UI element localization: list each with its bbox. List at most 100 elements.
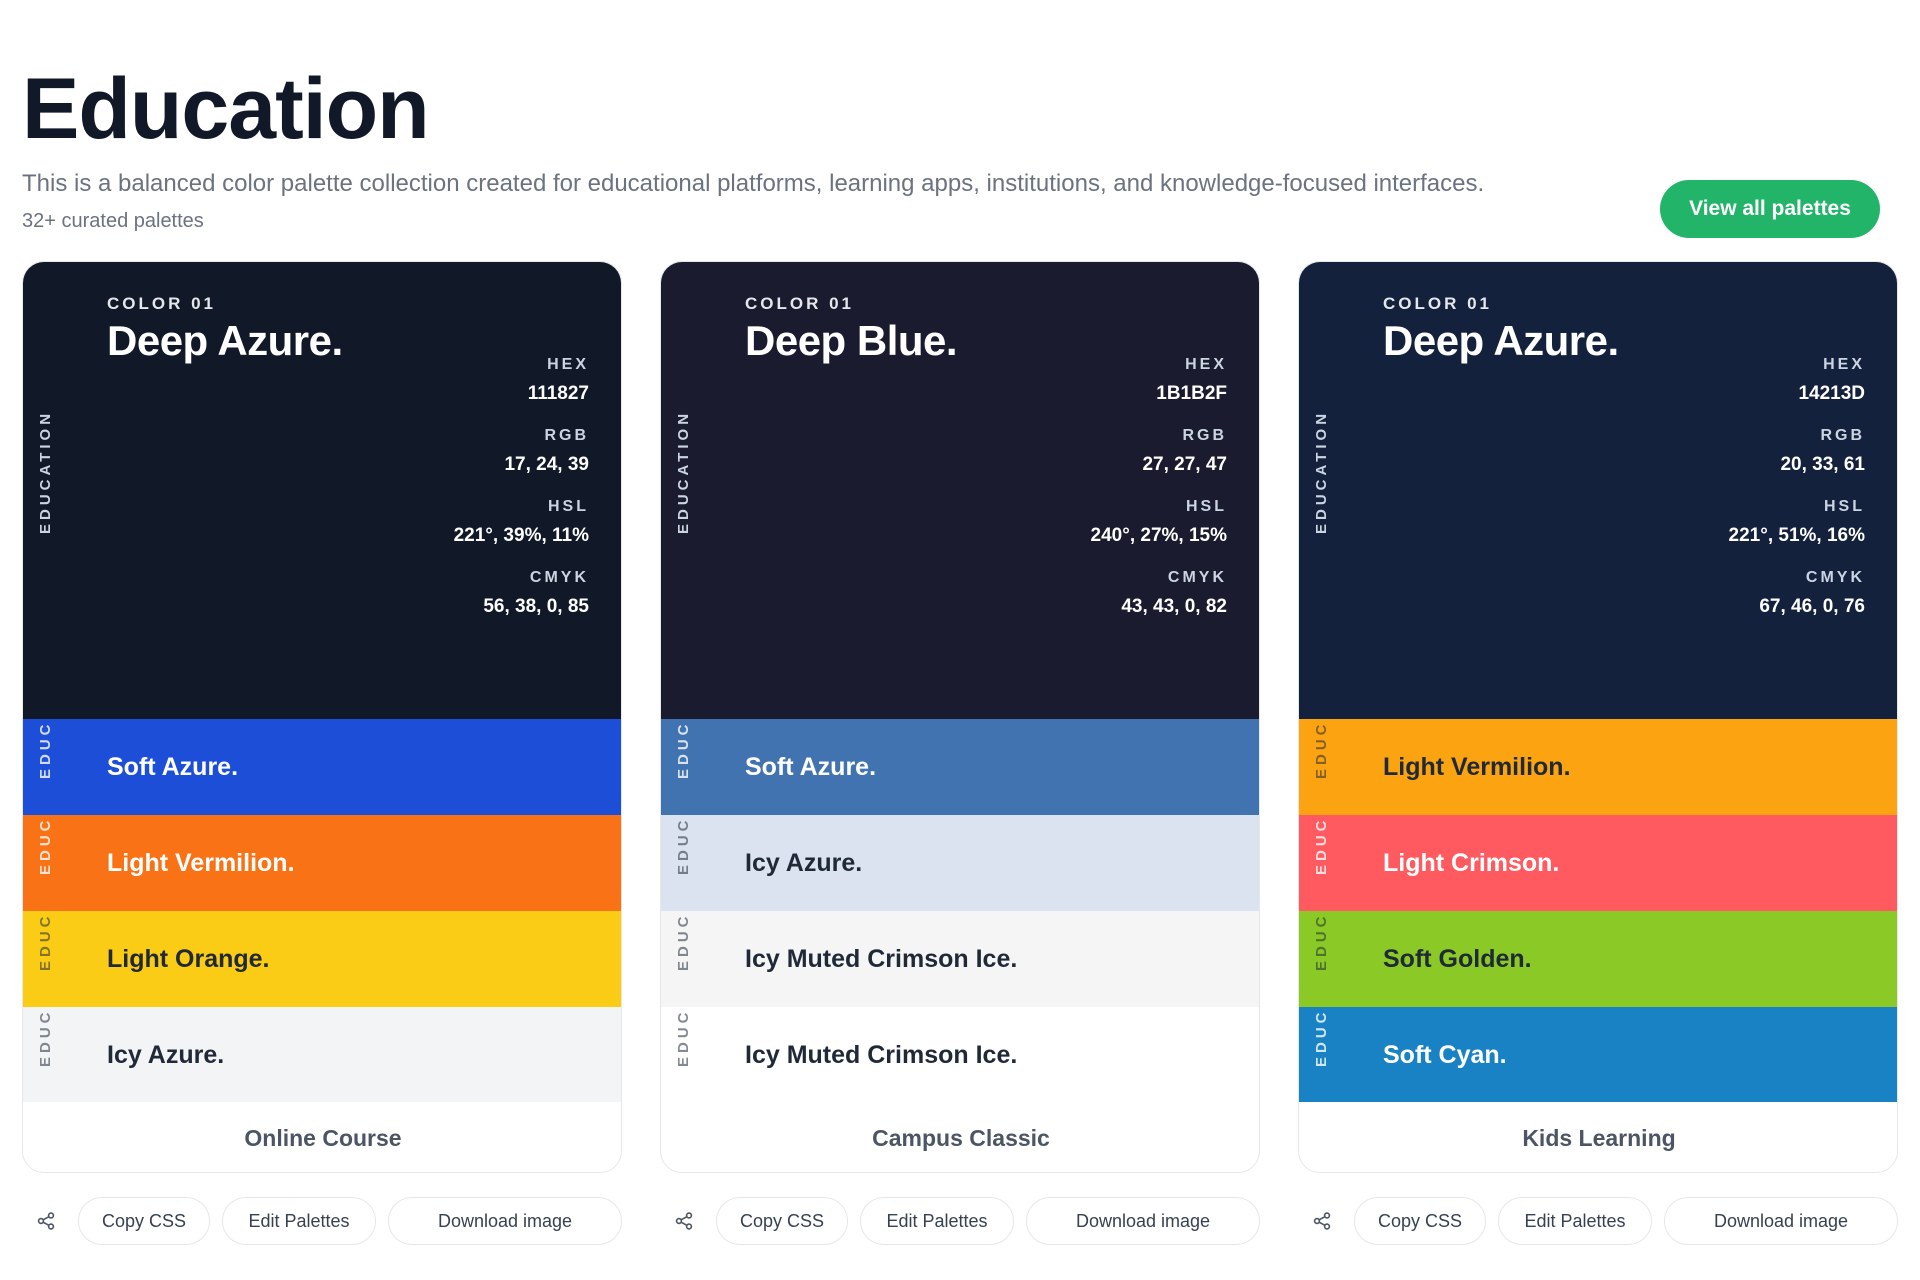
swatch-2[interactable]: EDUC Light Vermilion. — [23, 815, 621, 911]
palette-card[interactable]: EDUCATION COLOR 01 Deep Azure. HEX 14213… — [1298, 261, 1898, 1173]
main-color-block[interactable]: EDUCATION COLOR 01 Deep Blue. HEX 1B1B2F… — [661, 262, 1259, 719]
hex-spec: HEX 14213D — [1729, 356, 1865, 405]
cmyk-value[interactable]: 67, 46, 0, 76 — [1759, 596, 1865, 617]
swatch-2[interactable]: EDUC Icy Azure. — [661, 815, 1259, 911]
main-color-name: Deep Azure. — [1383, 317, 1619, 364]
rgb-label: RGB — [1182, 427, 1227, 444]
swatch-name: Light Crimson. — [1383, 849, 1560, 877]
palette-column-1: EDUCATION COLOR 01 Deep Azure. HEX 11182… — [22, 261, 622, 1271]
swatch-4[interactable]: EDUC Icy Muted Crimson Ice. — [661, 1007, 1259, 1103]
download-image-button[interactable]: Download image — [1026, 1197, 1260, 1245]
swatch-4[interactable]: EDUC Icy Azure. — [23, 1007, 621, 1103]
rgb-spec: RGB 20, 33, 61 — [1729, 427, 1865, 476]
copy-css-button[interactable]: Copy CSS — [1354, 1197, 1486, 1245]
palette-actions: Copy CSS Edit Palettes Download image — [1298, 1197, 1898, 1245]
hsl-label: HSL — [1186, 498, 1227, 515]
share-icon — [1313, 1212, 1331, 1230]
swatch-name: Icy Muted Crimson Ice. — [745, 1041, 1018, 1069]
hex-value[interactable]: 111827 — [527, 383, 589, 404]
edit-palettes-button[interactable]: Edit Palettes — [860, 1197, 1014, 1245]
swatch-3[interactable]: EDUC Light Orange. — [23, 911, 621, 1007]
palette-card[interactable]: EDUCATION COLOR 01 Deep Blue. HEX 1B1B2F… — [660, 261, 1260, 1173]
swatch-category-label: EDUC — [37, 720, 54, 779]
swatch-name: Icy Muted Crimson Ice. — [745, 945, 1018, 973]
share-button[interactable] — [666, 1203, 702, 1239]
hsl-spec: HSL 221°, 39%, 11% — [454, 498, 589, 547]
swatch-3[interactable]: EDUC Icy Muted Crimson Ice. — [661, 911, 1259, 1007]
view-all-palettes-button[interactable]: View all palettes — [1660, 180, 1880, 238]
hex-value[interactable]: 14213D — [1798, 383, 1865, 404]
hsl-value[interactable]: 240°, 27%, 15% — [1090, 525, 1227, 546]
swatch-category-label: EDUC — [37, 816, 54, 875]
swatch-category-label: EDUC — [675, 720, 692, 779]
palette-actions: Copy CSS Edit Palettes Download image — [22, 1197, 622, 1245]
cmyk-value[interactable]: 56, 38, 0, 85 — [483, 596, 589, 617]
cmyk-spec: CMYK 67, 46, 0, 76 — [1729, 569, 1865, 618]
edit-palettes-button[interactable]: Edit Palettes — [1498, 1197, 1652, 1245]
cmyk-spec: CMYK 56, 38, 0, 85 — [454, 569, 589, 618]
main-color-block[interactable]: EDUCATION COLOR 01 Deep Azure. HEX 11182… — [23, 262, 621, 719]
share-icon — [37, 1212, 55, 1230]
cmyk-spec: CMYK 43, 43, 0, 82 — [1091, 569, 1227, 618]
color-index: COLOR 01 — [1383, 294, 1493, 313]
hex-value[interactable]: 1B1B2F — [1156, 383, 1227, 404]
swatch-name: Soft Golden. — [1383, 945, 1532, 973]
color-specs: HEX 111827 RGB 17, 24, 39 HSL 221°, 39%,… — [454, 356, 589, 640]
color-index: COLOR 01 — [107, 294, 217, 313]
palette-grid: EDUCATION COLOR 01 Deep Azure. HEX 11182… — [22, 261, 1898, 1271]
cmyk-label: CMYK — [529, 569, 589, 586]
palette-count: 32+ curated palettes — [22, 210, 204, 232]
swatch-category-label: EDUC — [1313, 816, 1330, 875]
swatch-name: Soft Azure. — [107, 753, 239, 781]
swatch-category-label: EDUC — [37, 912, 54, 971]
page-title: Education — [22, 61, 430, 157]
share-button[interactable] — [28, 1203, 64, 1239]
swatch-category-label: EDUC — [1313, 1008, 1330, 1067]
rgb-value[interactable]: 27, 27, 47 — [1142, 454, 1227, 475]
rgb-spec: RGB 27, 27, 47 — [1091, 427, 1227, 476]
rgb-value[interactable]: 17, 24, 39 — [504, 454, 589, 475]
palette-card[interactable]: EDUCATION COLOR 01 Deep Azure. HEX 11182… — [22, 261, 622, 1173]
swatch-3[interactable]: EDUC Soft Golden. — [1299, 911, 1897, 1007]
swatch-name: Light Vermilion. — [107, 849, 295, 877]
copy-css-button[interactable]: Copy CSS — [78, 1197, 210, 1245]
rgb-label: RGB — [544, 427, 589, 444]
copy-css-button[interactable]: Copy CSS — [716, 1197, 848, 1245]
swatch-name: Light Vermilion. — [1383, 753, 1571, 781]
hsl-label: HSL — [548, 498, 589, 515]
hsl-spec: HSL 240°, 27%, 15% — [1091, 498, 1227, 547]
swatch-category-label: EDUC — [1313, 912, 1330, 971]
category-vertical-label: EDUCATION — [37, 409, 54, 534]
page-description: This is a balanced color palette collect… — [22, 170, 1485, 197]
swatch-1[interactable]: EDUC Light Vermilion. — [1299, 719, 1897, 815]
hsl-label: HSL — [1824, 498, 1865, 515]
main-color-block[interactable]: EDUCATION COLOR 01 Deep Azure. HEX 14213… — [1299, 262, 1897, 719]
swatch-category-label: EDUC — [675, 816, 692, 875]
rgb-label: RGB — [1820, 427, 1865, 444]
swatch-4[interactable]: EDUC Soft Cyan. — [1299, 1007, 1897, 1103]
swatch-category-label: EDUC — [675, 912, 692, 971]
swatch-1[interactable]: EDUC Soft Azure. — [23, 719, 621, 815]
share-icon — [675, 1212, 693, 1230]
hex-label: HEX — [547, 356, 589, 373]
hex-label: HEX — [1185, 356, 1227, 373]
share-button[interactable] — [1304, 1203, 1340, 1239]
swatch-1[interactable]: EDUC Soft Azure. — [661, 719, 1259, 815]
swatch-category-label: EDUC — [37, 1008, 54, 1067]
edit-palettes-button[interactable]: Edit Palettes — [222, 1197, 376, 1245]
rgb-value[interactable]: 20, 33, 61 — [1780, 454, 1865, 475]
palette-name: Kids Learning — [1299, 1102, 1897, 1172]
hsl-value[interactable]: 221°, 39%, 11% — [453, 525, 589, 546]
palette-actions: Copy CSS Edit Palettes Download image — [660, 1197, 1260, 1245]
cmyk-value[interactable]: 43, 43, 0, 82 — [1121, 596, 1227, 617]
download-image-button[interactable]: Download image — [1664, 1197, 1898, 1245]
color-index: COLOR 01 — [745, 294, 855, 313]
palette-name: Online Course — [23, 1102, 621, 1172]
hsl-spec: HSL 221°, 51%, 16% — [1729, 498, 1865, 547]
category-vertical-label: EDUCATION — [675, 409, 692, 534]
rgb-spec: RGB 17, 24, 39 — [454, 427, 589, 476]
hsl-value[interactable]: 221°, 51%, 16% — [1728, 525, 1865, 546]
swatch-2[interactable]: EDUC Light Crimson. — [1299, 815, 1897, 911]
hex-spec: HEX 1B1B2F — [1091, 356, 1227, 405]
download-image-button[interactable]: Download image — [388, 1197, 622, 1245]
